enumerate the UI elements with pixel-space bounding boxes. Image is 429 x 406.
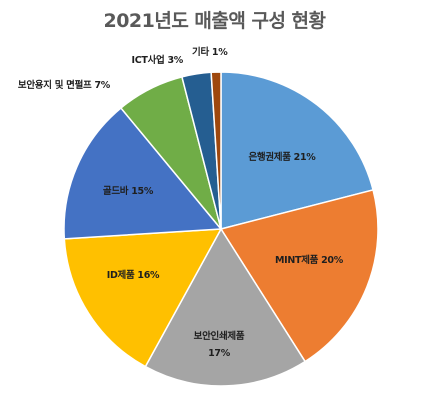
pie-labels: 은행권제품 21% MINT제품 20% 보안인쇄제품 17% ID제품 16% 골드바 … bbox=[18, 46, 344, 359]
pie-label-2: MINT제품 20% bbox=[275, 254, 344, 266]
pie-slice-2 bbox=[219, 189, 379, 363]
pie-slice-3 bbox=[144, 227, 307, 387]
pie-label-7: ICT사업 3% bbox=[131, 54, 183, 66]
pie-label-5: 골드바 15% bbox=[103, 185, 154, 197]
pie-label-6: 보안용지 및 면펄프 7% bbox=[18, 79, 111, 91]
pie-slice-8 bbox=[210, 71, 222, 230]
pie-slice-5 bbox=[63, 106, 223, 240]
pie-label-1: 은행권제품 21% bbox=[248, 151, 316, 163]
pie-slice-4 bbox=[63, 228, 223, 368]
pie-label-8: 기타 1% bbox=[192, 46, 228, 58]
pie-label-4: ID제품 16% bbox=[107, 269, 160, 281]
pie-label-3: 보안인쇄제품 17% bbox=[194, 330, 245, 359]
pie-slices bbox=[63, 71, 379, 387]
pie-slice-1 bbox=[220, 71, 374, 230]
chart-title: 2021년도 매출액 구성 현황 bbox=[103, 10, 326, 32]
